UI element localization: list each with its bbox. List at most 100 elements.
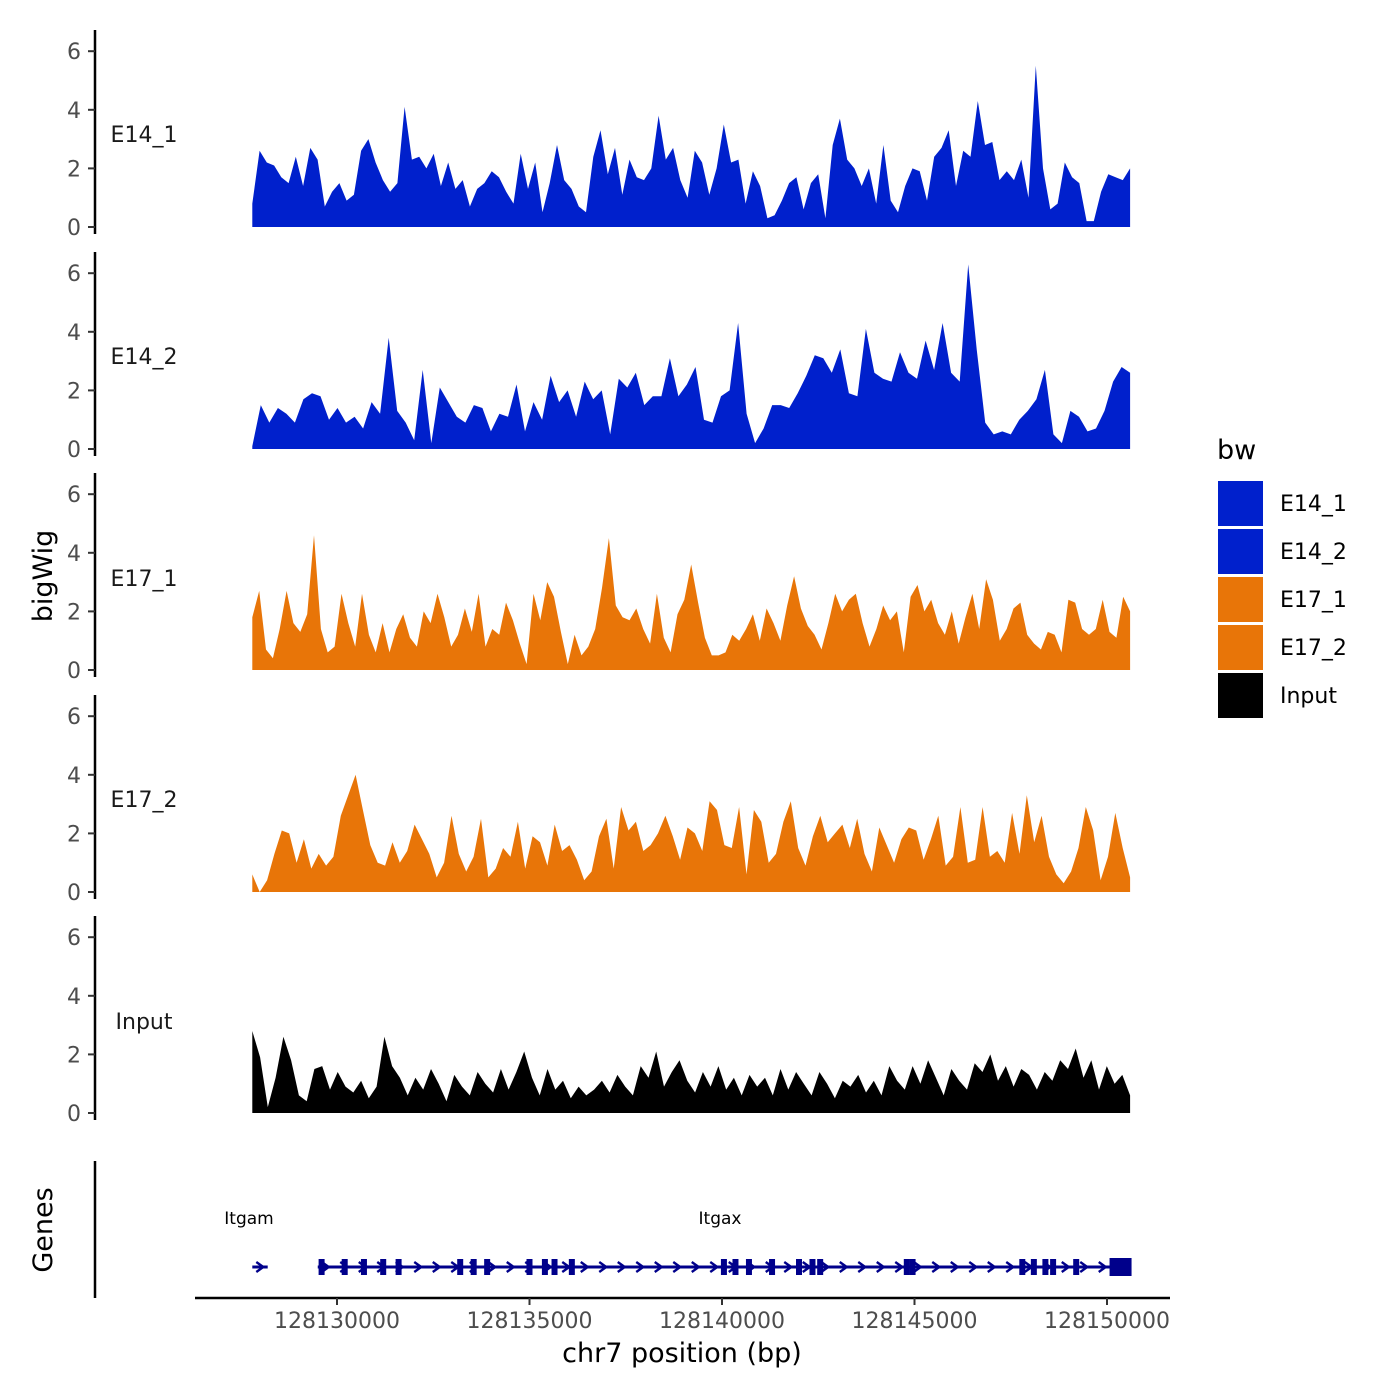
y-tick-label: 4 — [67, 99, 81, 124]
strand-arrow — [913, 1261, 923, 1273]
y-tick-label: 2 — [67, 157, 81, 182]
track-label-Input: Input — [116, 1010, 173, 1035]
exon-block — [470, 1259, 477, 1275]
exons — [318, 1258, 1132, 1276]
legend-swatch — [1218, 577, 1263, 622]
x-tick-label: 128130000 — [274, 1309, 400, 1334]
exon-block — [1019, 1259, 1026, 1275]
exon-block — [360, 1259, 367, 1275]
legend-label: E14_2 — [1280, 540, 1347, 565]
exon-block-last — [1109, 1258, 1132, 1276]
strand-arrow — [709, 1261, 720, 1273]
exon-block — [1030, 1259, 1037, 1275]
strand-arrow — [783, 1261, 794, 1273]
y-axis-title: bigWig — [28, 530, 59, 623]
exon-block — [903, 1259, 910, 1275]
exon-block — [809, 1259, 816, 1275]
strand-arrow — [598, 1261, 609, 1273]
y-tick-label: 4 — [67, 985, 81, 1010]
track-E17_1: 0 2 4 6 E17_1 — [67, 473, 1131, 684]
exon-block — [720, 1259, 727, 1275]
strand-arrow — [654, 1261, 664, 1273]
coverage-area-E17_2 — [252, 774, 1131, 892]
exon-block — [395, 1259, 402, 1275]
exon-block — [541, 1259, 548, 1275]
exon-block — [1042, 1259, 1049, 1275]
y-tick-label: 0 — [67, 438, 81, 463]
exon-block — [551, 1259, 558, 1275]
strand-arrow — [1079, 1261, 1090, 1273]
strand-arrow — [950, 1261, 960, 1273]
y-tick-label: 0 — [67, 881, 81, 906]
legend-label: Input — [1280, 684, 1337, 709]
strand-arrow — [857, 1261, 868, 1273]
gene-label-Itgax: Itgax — [699, 1209, 742, 1229]
x-tick-label: 128140000 — [659, 1309, 785, 1334]
y-tick-label: 6 — [67, 262, 81, 287]
legend-item-E17_2: E17_2 — [1218, 625, 1347, 670]
legend-swatch — [1218, 625, 1263, 670]
strand-arrow — [691, 1261, 701, 1273]
exon-block — [341, 1259, 348, 1275]
y-tick-label: 6 — [67, 483, 81, 508]
y-tick-label: 2 — [67, 1043, 81, 1068]
legend-label: E17_1 — [1280, 588, 1347, 613]
coverage-area-E14_2 — [252, 264, 1131, 449]
track-label-E14_2: E14_2 — [111, 345, 178, 370]
coverage-area-E14_1 — [252, 65, 1131, 227]
gene-track: Itgam Itgax — [93, 1161, 1132, 1298]
y-tick-label: 6 — [67, 40, 81, 65]
legend-item-Input: Input — [1218, 673, 1337, 718]
x-tick-label: 128135000 — [467, 1309, 593, 1334]
strand-arrow — [894, 1261, 905, 1273]
x-axis: 128130000 128135000 128140000 128145000 1281… — [195, 1296, 1170, 1334]
track-E17_2: 0 2 4 6 E17_2 — [67, 695, 1131, 906]
y-tick-label: 6 — [67, 705, 81, 730]
strand-arrow — [617, 1261, 627, 1273]
y-tick-label: 4 — [67, 321, 81, 346]
track-E14_2: 0 2 4 6 E14_2 — [67, 252, 1131, 463]
strand-arrow — [1098, 1261, 1108, 1273]
y-tick-label: 2 — [67, 600, 81, 625]
exon-block — [568, 1259, 575, 1275]
strand-arrow — [1061, 1261, 1071, 1273]
exon-block — [484, 1259, 491, 1275]
exon-block — [1073, 1259, 1080, 1275]
exon-block — [745, 1259, 752, 1275]
legend-swatch — [1218, 673, 1263, 718]
track-label-E17_1: E17_1 — [111, 567, 178, 592]
x-axis-title: chr7 position (bp) — [562, 1338, 802, 1369]
track-E14_1: 0 2 4 6 E14_1 — [67, 30, 1131, 241]
coverage-area-E17_1 — [252, 535, 1131, 670]
legend-item-E17_1: E17_1 — [1218, 577, 1347, 622]
strand-arrow — [255, 1261, 266, 1273]
y-tick-label: 0 — [67, 216, 81, 241]
exon-block — [796, 1259, 802, 1275]
strand-arrow — [987, 1261, 997, 1273]
y-tick-label: 4 — [67, 764, 81, 789]
strand-arrow — [1005, 1261, 1016, 1273]
strand-arrow — [432, 1261, 442, 1273]
exon-block — [457, 1259, 464, 1275]
genes-axis-title: Genes — [28, 1187, 59, 1272]
exon-block — [318, 1259, 325, 1275]
exon-block — [732, 1259, 739, 1275]
coverage-tracks: 0 2 4 6 E14_1 0 2 4 6 E14_2 0 2 4 6 E17_1 0 2 4 6 E17_2 0 2 4 6… — [67, 30, 1131, 1127]
y-tick-label: 0 — [67, 659, 81, 684]
track-Input: 0 2 4 6 Input — [67, 916, 1131, 1127]
strand-arrow — [820, 1261, 831, 1273]
legend-title: bw — [1217, 435, 1256, 466]
gene-Itgam: Itgam — [224, 1209, 274, 1273]
strand-arrow — [672, 1261, 683, 1273]
exon-block — [769, 1259, 776, 1275]
gene-label-Itgam: Itgam — [224, 1209, 273, 1229]
strand-arrow — [413, 1261, 424, 1273]
exon-block — [909, 1259, 916, 1275]
strand-arrow — [487, 1261, 498, 1273]
strand-arrow — [506, 1261, 516, 1273]
strand-arrow — [580, 1261, 590, 1273]
legend-label: E17_2 — [1280, 636, 1347, 661]
x-tick-label: 128150000 — [1044, 1309, 1170, 1334]
y-tick-label: 6 — [67, 926, 81, 951]
